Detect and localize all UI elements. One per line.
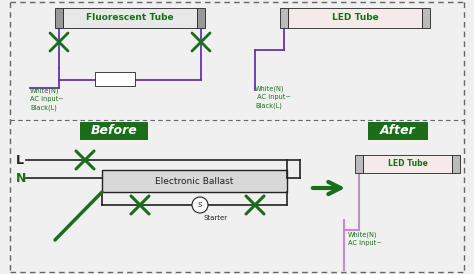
Bar xyxy=(63,8,197,28)
Text: N: N xyxy=(16,172,27,184)
Text: White(N)
 AC input~
Black(L): White(N) AC input~ Black(L) xyxy=(255,86,291,109)
Bar xyxy=(422,8,430,28)
Bar xyxy=(355,155,363,173)
Text: L: L xyxy=(16,153,24,167)
Bar xyxy=(55,8,63,28)
Text: After: After xyxy=(380,124,416,138)
Text: Before: Before xyxy=(91,124,137,138)
Text: LED Tube: LED Tube xyxy=(388,159,428,169)
Bar xyxy=(102,170,287,192)
Circle shape xyxy=(192,197,208,213)
Bar xyxy=(95,72,135,86)
Text: Electronic Ballast: Electronic Ballast xyxy=(155,176,234,185)
Bar xyxy=(80,122,148,140)
Text: LED Tube: LED Tube xyxy=(332,13,378,22)
Bar xyxy=(280,8,288,28)
Bar xyxy=(197,8,205,28)
Bar xyxy=(452,155,460,173)
Text: S: S xyxy=(198,202,202,208)
Text: Fluorescent Tube: Fluorescent Tube xyxy=(86,13,174,22)
Text: White(N)
AC input~
Black(L): White(N) AC input~ Black(L) xyxy=(30,88,64,111)
Text: White(N)
AC input~: White(N) AC input~ xyxy=(348,232,382,247)
Text: Starter: Starter xyxy=(204,215,228,221)
Bar xyxy=(363,155,452,173)
Bar xyxy=(288,8,422,28)
Bar xyxy=(368,122,428,140)
